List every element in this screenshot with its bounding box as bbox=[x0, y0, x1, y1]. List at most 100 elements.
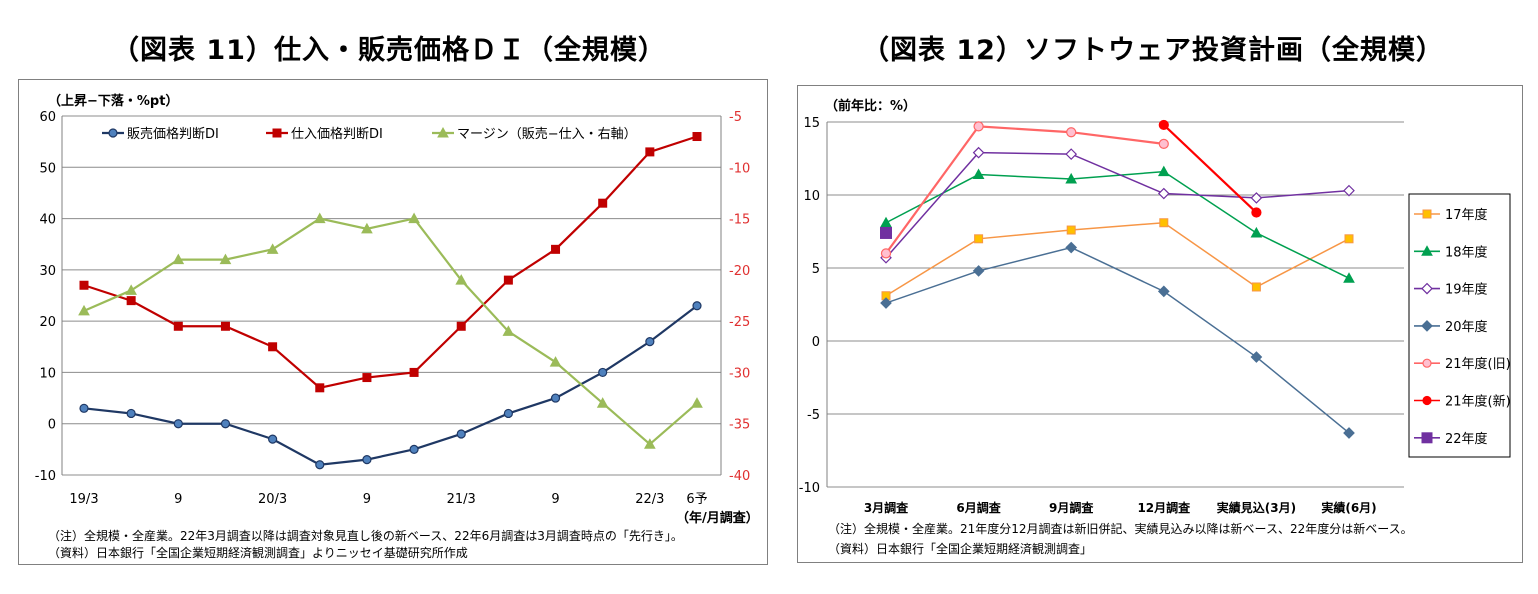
chart-12-source: （資料）日本銀行「全国企業短期経済観測調査」 bbox=[828, 541, 1092, 556]
chart-12-axes: 15 10 5 0 -5 -10 3月調査 6月調査 9月調査 12月調査 実績見込(3月) 実績(6… bbox=[799, 116, 1377, 515]
data-point bbox=[173, 419, 183, 429]
data-point bbox=[1066, 225, 1076, 235]
chart-11-series bbox=[78, 132, 703, 470]
series-line bbox=[83, 135, 698, 390]
data-point bbox=[880, 226, 892, 239]
data-point bbox=[598, 198, 608, 208]
legend-label: 21年度(新) bbox=[1445, 394, 1511, 410]
data-point bbox=[1157, 285, 1170, 298]
data-point bbox=[692, 132, 702, 142]
data-point bbox=[880, 297, 892, 309]
series-5 bbox=[880, 121, 1169, 259]
chart-11-ylabel: （上昇−下落・%pt） bbox=[48, 93, 178, 109]
data-point bbox=[268, 342, 278, 352]
chart-11: （上昇−下落・%pt） （年/月調査） （注）全規模・全産業。22年3月調査以降… bbox=[18, 79, 768, 565]
data-point bbox=[598, 367, 608, 378]
data-point bbox=[173, 321, 183, 331]
legend-item: 19年度 bbox=[1414, 282, 1488, 298]
data-point bbox=[456, 321, 466, 331]
y-tick-label: 40 bbox=[39, 213, 56, 228]
y2-tick-label: -15 bbox=[729, 213, 750, 228]
legend-label: マージン（販売−仕入・右軸） bbox=[457, 126, 637, 142]
data-point bbox=[409, 367, 419, 377]
data-point bbox=[502, 325, 515, 336]
series-line bbox=[83, 304, 698, 466]
legend-marker bbox=[1422, 395, 1432, 406]
data-point bbox=[692, 301, 702, 311]
data-point bbox=[1343, 272, 1355, 283]
chart-11-axes: 60 50 40 30 20 10 0 -10 -5 -10 -15 -20 -25 -30 -35 -40 1… bbox=[35, 110, 750, 507]
chart-12-title: （図表 12）ソフトウェア投資計画（全規模） bbox=[862, 35, 1444, 66]
legend-label: 21年度(旧) bbox=[1445, 356, 1511, 372]
data-point bbox=[691, 397, 703, 408]
chart-12-ylabel: （前年比：%） bbox=[825, 98, 916, 114]
data-point bbox=[1157, 165, 1170, 177]
data-point bbox=[1250, 192, 1263, 204]
data-point bbox=[1343, 427, 1355, 439]
data-point bbox=[172, 253, 185, 265]
series-1 bbox=[79, 301, 702, 470]
data-point bbox=[1066, 127, 1077, 138]
legend-item: 18年度 bbox=[1414, 244, 1488, 260]
x-tick-label: 実績見込(3月) bbox=[1217, 500, 1296, 515]
x-tick-label: 9 bbox=[174, 492, 182, 507]
series-4 bbox=[880, 241, 1355, 439]
series-3 bbox=[78, 212, 703, 449]
data-point bbox=[1251, 207, 1262, 218]
data-point bbox=[79, 403, 89, 413]
legend-item: 20年度 bbox=[1414, 319, 1488, 335]
y-tick-label: 0 bbox=[812, 335, 820, 350]
y2-tick-label: -40 bbox=[729, 469, 750, 484]
y-tick-label: 30 bbox=[39, 264, 56, 279]
data-point bbox=[1343, 184, 1355, 197]
data-point bbox=[972, 146, 985, 159]
data-point bbox=[880, 216, 892, 228]
y-tick-label: 5 bbox=[812, 262, 820, 277]
chart-11-legend: 販売価格判断DI 仕入価格判断DI マージン（販売−仕入・右軸） bbox=[102, 126, 637, 142]
legend-marker bbox=[1421, 245, 1433, 256]
series-line bbox=[885, 151, 1350, 259]
x-tick-label: 19/3 bbox=[69, 492, 98, 507]
data-point bbox=[219, 253, 232, 265]
data-point bbox=[1250, 351, 1263, 363]
legend-marker bbox=[1421, 432, 1433, 444]
data-point bbox=[1065, 172, 1078, 184]
y2-tick-label: -25 bbox=[729, 315, 750, 330]
data-point bbox=[974, 234, 984, 244]
data-point bbox=[1157, 187, 1170, 200]
chart-12-series bbox=[880, 119, 1355, 439]
data-point bbox=[315, 460, 325, 470]
series-line bbox=[83, 217, 698, 446]
legend-item: 販売価格判断DI bbox=[102, 126, 219, 142]
data-point bbox=[1065, 241, 1078, 254]
legend-marker bbox=[108, 128, 118, 138]
x-tick-label: 6予 bbox=[686, 492, 707, 507]
legend-item: 21年度(旧) bbox=[1414, 356, 1511, 372]
legend-marker bbox=[1421, 320, 1433, 332]
data-point bbox=[125, 284, 138, 295]
y-tick-label: 50 bbox=[39, 161, 56, 176]
legend-label: 19年度 bbox=[1445, 282, 1488, 298]
x-tick-label: 9 bbox=[363, 492, 371, 507]
series-6 bbox=[1158, 119, 1262, 218]
data-point bbox=[550, 393, 561, 403]
data-point bbox=[220, 419, 231, 429]
data-point bbox=[1159, 218, 1169, 228]
series-line bbox=[885, 125, 1164, 255]
data-point bbox=[315, 383, 325, 393]
x-tick-label: 22/3 bbox=[635, 492, 664, 507]
data-point bbox=[645, 337, 655, 347]
series-3 bbox=[880, 146, 1355, 264]
x-tick-label: 6月調査 bbox=[956, 500, 1001, 515]
y-tick-label: -10 bbox=[35, 469, 56, 484]
legend-item: 22年度 bbox=[1414, 431, 1488, 447]
data-point bbox=[313, 212, 326, 224]
y2-tick-label: -30 bbox=[729, 366, 750, 381]
chart-12-legend: 17年度 18年度 19年度 20年度 21年度(旧) 21年度(新) 22年度 bbox=[1414, 207, 1511, 447]
legend-item: マージン（販売−仕入・右軸） bbox=[432, 126, 637, 142]
data-point bbox=[266, 243, 279, 254]
data-point bbox=[455, 274, 468, 285]
y2-tick-label: -20 bbox=[729, 264, 750, 279]
x-tick-label: 実績(6月) bbox=[1321, 500, 1376, 515]
data-point bbox=[79, 280, 89, 290]
